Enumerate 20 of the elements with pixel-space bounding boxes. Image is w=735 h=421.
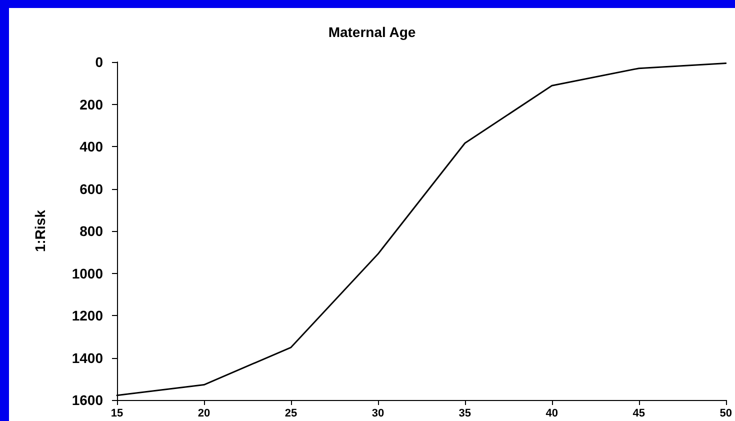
y-tick-label: 1400 [72,350,104,366]
x-tick-label: 30 [372,408,384,420]
y-tick-label: 400 [80,138,104,154]
y-tick-label: 200 [80,96,104,112]
x-tick-label: 35 [458,408,472,420]
x-tick-label: 45 [632,408,646,420]
x-tick-label: 50 [720,408,732,420]
y-tick-label: 1200 [72,308,104,324]
x-tick-label: 15 [110,408,124,420]
y-tick-label: 0 [95,54,104,70]
line-series [116,62,727,396]
chart-title: Maternal Age [328,24,416,40]
y-tick-label: 600 [80,180,104,197]
x-tick-label: 25 [284,408,298,420]
y-tick-label: 1000 [72,265,104,282]
y-tick-label: 800 [80,223,104,239]
x-tick-label: 20 [198,408,210,420]
y-axis-title: 1:Risk [32,210,48,252]
y-tick-label: 1600 [72,392,104,408]
x-tick-label: 40 [546,408,558,420]
